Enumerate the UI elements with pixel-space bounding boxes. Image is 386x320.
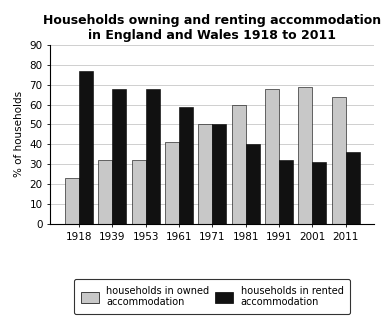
Bar xyxy=(279,160,293,224)
Bar xyxy=(79,71,93,224)
Title: Households owning and renting accommodation
in England and Wales 1918 to 2011: Households owning and renting accommodat… xyxy=(43,14,381,42)
Bar xyxy=(298,87,312,224)
Bar xyxy=(332,97,346,224)
Bar xyxy=(165,142,179,224)
Bar xyxy=(132,160,146,224)
Legend: households in owned
accommodation, households in rented
accommodation: households in owned accommodation, house… xyxy=(74,279,350,314)
Bar xyxy=(245,144,260,224)
Bar xyxy=(198,124,212,224)
Bar xyxy=(265,89,279,224)
Bar xyxy=(65,178,79,224)
Bar xyxy=(212,124,226,224)
Bar xyxy=(232,105,245,224)
Bar xyxy=(312,162,326,224)
Bar xyxy=(346,152,360,224)
Bar xyxy=(112,89,126,224)
Bar xyxy=(146,89,160,224)
Bar xyxy=(98,160,112,224)
Bar xyxy=(179,107,193,224)
Y-axis label: % of households: % of households xyxy=(14,91,24,178)
